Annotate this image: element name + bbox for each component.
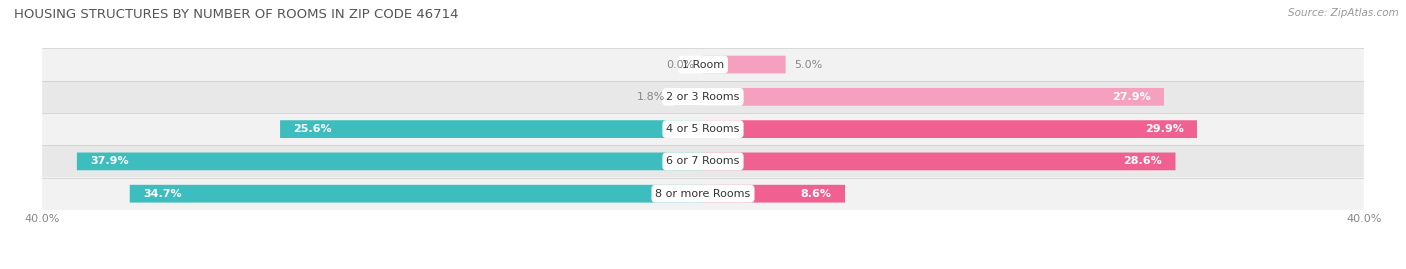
FancyBboxPatch shape — [77, 153, 703, 170]
FancyBboxPatch shape — [703, 153, 1175, 170]
Text: 1.8%: 1.8% — [637, 92, 665, 102]
Text: 37.9%: 37.9% — [90, 156, 129, 167]
FancyBboxPatch shape — [129, 185, 703, 203]
Text: 4 or 5 Rooms: 4 or 5 Rooms — [666, 124, 740, 134]
FancyBboxPatch shape — [703, 88, 1164, 106]
FancyBboxPatch shape — [703, 185, 845, 203]
FancyBboxPatch shape — [703, 120, 1197, 138]
Text: 34.7%: 34.7% — [143, 189, 181, 199]
Text: 5.0%: 5.0% — [794, 59, 823, 70]
Text: 0.0%: 0.0% — [666, 59, 695, 70]
Text: 6 or 7 Rooms: 6 or 7 Rooms — [666, 156, 740, 167]
FancyBboxPatch shape — [42, 48, 1364, 81]
Text: 27.9%: 27.9% — [1112, 92, 1150, 102]
Text: 8 or more Rooms: 8 or more Rooms — [655, 189, 751, 199]
Text: 29.9%: 29.9% — [1144, 124, 1184, 134]
FancyBboxPatch shape — [42, 145, 1364, 178]
FancyBboxPatch shape — [673, 88, 703, 106]
FancyBboxPatch shape — [280, 120, 703, 138]
FancyBboxPatch shape — [703, 56, 786, 73]
FancyBboxPatch shape — [42, 178, 1364, 210]
Text: 2 or 3 Rooms: 2 or 3 Rooms — [666, 92, 740, 102]
Text: 8.6%: 8.6% — [801, 189, 832, 199]
Text: 1 Room: 1 Room — [682, 59, 724, 70]
FancyBboxPatch shape — [42, 81, 1364, 113]
Text: HOUSING STRUCTURES BY NUMBER OF ROOMS IN ZIP CODE 46714: HOUSING STRUCTURES BY NUMBER OF ROOMS IN… — [14, 8, 458, 21]
Text: 25.6%: 25.6% — [294, 124, 332, 134]
Text: Source: ZipAtlas.com: Source: ZipAtlas.com — [1288, 8, 1399, 18]
Text: 28.6%: 28.6% — [1123, 156, 1163, 167]
FancyBboxPatch shape — [42, 113, 1364, 145]
